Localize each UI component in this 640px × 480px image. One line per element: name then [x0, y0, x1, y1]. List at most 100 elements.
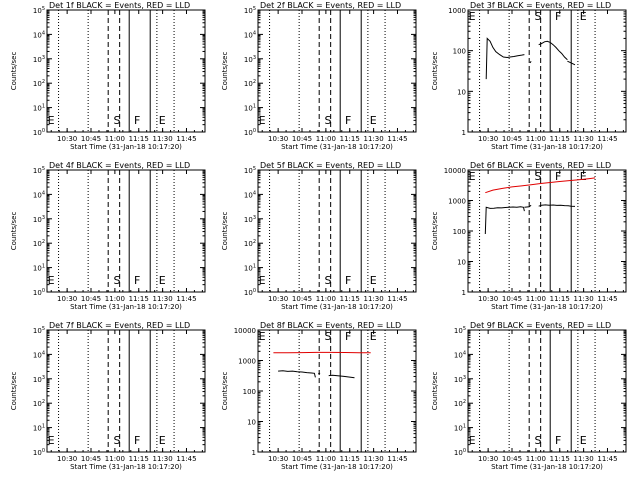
y-tick-label: 103	[33, 375, 45, 384]
x-tick-label: 10:45	[502, 135, 522, 143]
y-tick-label: 104	[244, 30, 256, 39]
events-series-line	[524, 204, 532, 208]
plot-frame	[46, 329, 206, 453]
x-tick-label: 11:45	[176, 295, 196, 303]
phase-marker-e: E	[370, 274, 377, 287]
x-tick-label: 10:30	[268, 295, 288, 303]
phase-marker-s: S	[534, 10, 541, 23]
x-axis-label: Start Time (31-Jan-18 10:17:20)	[491, 303, 603, 311]
chart-title: Det 1f BLACK = Events, RED = LLD	[49, 1, 190, 10]
y-tick-label: 1	[462, 129, 466, 137]
chart-panel-1: Det 1f BLACK = Events, RED = LLD 10:30 10:…	[10, 1, 206, 151]
x-tick-label: 10:30	[57, 455, 77, 463]
plot-frame	[257, 329, 417, 453]
x-tick-label: 11:15	[340, 455, 360, 463]
phase-marker-f: F	[345, 330, 351, 343]
x-tick-label: 10:30	[268, 135, 288, 143]
x-axis-label: Start Time (31-Jan-18 10:17:20)	[281, 463, 393, 471]
y-tick-label: 1000	[238, 358, 256, 366]
plot-frame	[257, 169, 417, 293]
phase-marker-s: S	[324, 274, 331, 287]
y-tick-label: 103	[33, 55, 45, 64]
chart-title: Det 4f BLACK = Events, RED = LLD	[49, 161, 190, 170]
y-axis-label: Counts/sec	[10, 212, 18, 251]
x-tick-label: 11:30	[153, 135, 173, 143]
x-tick-label: 11:00	[316, 455, 336, 463]
events-series-line	[485, 37, 525, 80]
y-axis-label: Counts/sec	[431, 372, 439, 411]
lld-series-line	[485, 177, 596, 194]
chart-title: Det 5f BLACK = Events, RED = LLD	[260, 161, 401, 170]
x-tick-label: 11:15	[550, 455, 570, 463]
y-tick-label: 104	[454, 350, 466, 359]
x-tick-label: 10:30	[478, 135, 498, 143]
x-tick-label: 10:45	[81, 135, 101, 143]
phase-marker-s: S	[534, 434, 541, 447]
x-tick-label: 11:30	[364, 455, 384, 463]
y-tick-label: 104	[244, 190, 256, 199]
phase-marker-e: E	[159, 434, 166, 447]
phase-marker-e: E	[370, 114, 377, 127]
y-tick-label: 105	[33, 166, 45, 175]
y-tick-label: 101	[33, 264, 45, 273]
x-tick-label: 11:30	[574, 295, 594, 303]
x-axis-label: Start Time (31-Jan-18 10:17:20)	[281, 303, 393, 311]
x-tick-label: 10:30	[478, 295, 498, 303]
y-tick-label: 100	[243, 388, 256, 396]
x-tick-label: 11:45	[176, 455, 196, 463]
y-tick-label: 102	[33, 239, 45, 248]
x-tick-label: 10:30	[478, 455, 498, 463]
phase-marker-s: S	[324, 114, 331, 127]
chart-panel-7: Det 7f BLACK = Events, RED = LLD 10:30 10:…	[10, 321, 206, 471]
x-tick-label: 10:45	[81, 295, 101, 303]
x-tick-label: 11:15	[340, 295, 360, 303]
y-tick-label: 1000	[448, 7, 466, 15]
plot-frame	[257, 9, 417, 133]
y-tick-label: 10	[457, 88, 466, 96]
x-axis-label: Start Time (31-Jan-18 10:17:20)	[70, 143, 182, 151]
y-tick-label: 103	[33, 215, 45, 224]
y-tick-label: 10000	[444, 167, 466, 175]
y-axis-label: Counts/sec	[221, 212, 229, 251]
y-tick-label: 105	[33, 326, 45, 335]
phase-marker-s: S	[113, 434, 120, 447]
chart-title: Det 7f BLACK = Events, RED = LLD	[49, 321, 190, 330]
events-series-line	[538, 204, 576, 207]
plot-frame	[467, 9, 627, 133]
phase-marker-f: F	[555, 10, 561, 23]
y-tick-label: 102	[33, 399, 45, 408]
y-axis-label: Counts/sec	[431, 52, 439, 91]
y-tick-label: 104	[33, 190, 45, 199]
y-tick-label: 103	[454, 375, 466, 384]
x-tick-label: 11:30	[574, 455, 594, 463]
x-tick-label: 11:45	[176, 135, 196, 143]
phase-marker-s: S	[534, 170, 541, 183]
y-axis-label: Counts/sec	[221, 372, 229, 411]
phase-marker-s: S	[324, 330, 331, 343]
events-series-line	[484, 206, 525, 235]
y-tick-label: 102	[244, 79, 256, 88]
x-tick-label: 11:15	[340, 135, 360, 143]
chart-title: Det 3f BLACK = Events, RED = LLD	[470, 1, 611, 10]
x-tick-label: 10:45	[502, 295, 522, 303]
y-tick-label: 1	[462, 289, 466, 297]
y-tick-label: 102	[454, 399, 466, 408]
y-tick-label: 1	[252, 449, 256, 457]
chart-title: Det 8f BLACK = Events, RED = LLD	[260, 321, 401, 330]
phase-marker-s: S	[113, 114, 120, 127]
y-tick-label: 10	[457, 259, 466, 267]
y-tick-label: 104	[33, 350, 45, 359]
y-axis-label: Counts/sec	[10, 52, 18, 91]
x-tick-label: 11:45	[597, 295, 617, 303]
chart-panel-4: Det 4f BLACK = Events, RED = LLD 10:30 10:…	[10, 161, 206, 311]
x-tick-label: 11:00	[316, 295, 336, 303]
plot-frame	[46, 169, 206, 293]
x-tick-label: 10:45	[292, 295, 312, 303]
x-tick-label: 11:45	[387, 455, 407, 463]
y-tick-label: 103	[244, 55, 256, 64]
x-tick-label: 11:45	[597, 455, 617, 463]
plot-frame	[46, 9, 206, 133]
y-tick-label: 100	[33, 288, 45, 297]
y-tick-label: 101	[33, 104, 45, 113]
phase-marker-e: E	[469, 170, 476, 183]
